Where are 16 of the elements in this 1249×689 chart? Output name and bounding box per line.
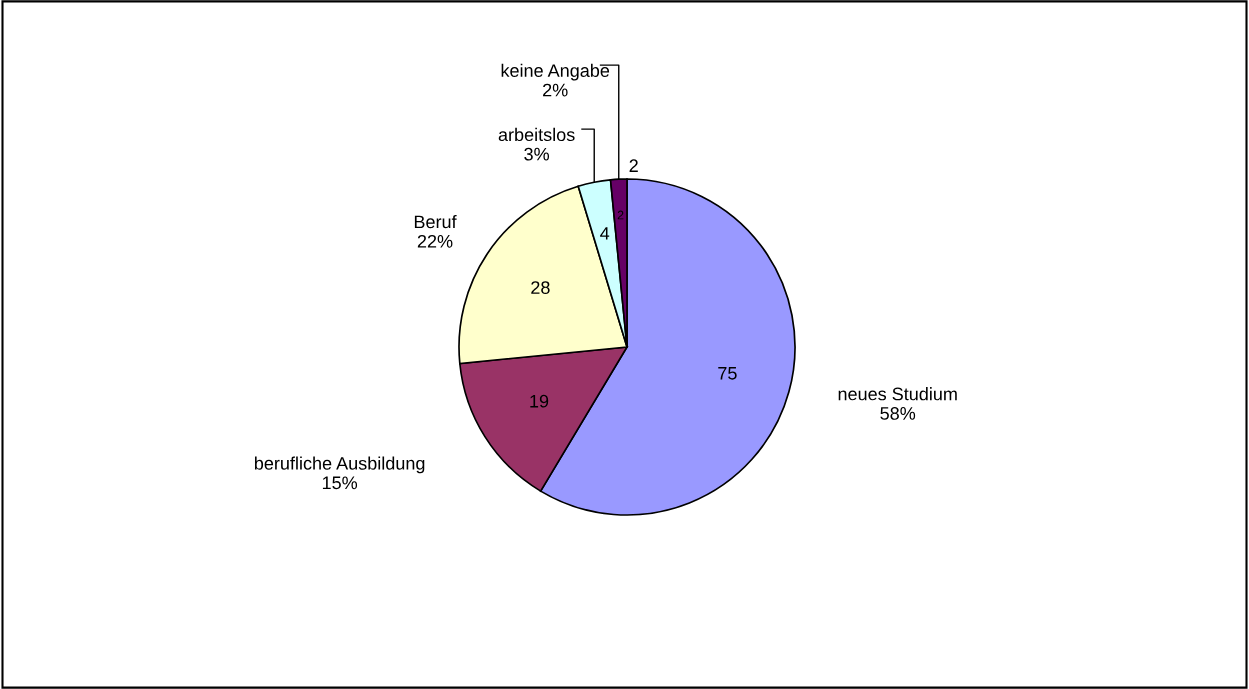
slice-label: arbeitslos	[498, 127, 575, 142]
slice-label: keine Angabe	[501, 63, 610, 81]
text: 2	[629, 159, 638, 172]
data-label: 19	[530, 394, 549, 408]
data-label: 28	[531, 281, 550, 294]
text: 22%	[417, 234, 453, 248]
text: 3%	[524, 147, 550, 161]
slice-label: berufliche Ausbildung	[254, 456, 425, 474]
text: 15%	[322, 476, 358, 490]
slice-label: neues Studium	[838, 387, 957, 401]
text: 58%	[880, 407, 916, 420]
data-label: 75	[718, 367, 737, 380]
slice-label: Beruf	[414, 215, 457, 229]
data-label: 4	[600, 227, 610, 240]
data-label: 2	[617, 210, 624, 220]
text: 2%	[543, 83, 568, 97]
